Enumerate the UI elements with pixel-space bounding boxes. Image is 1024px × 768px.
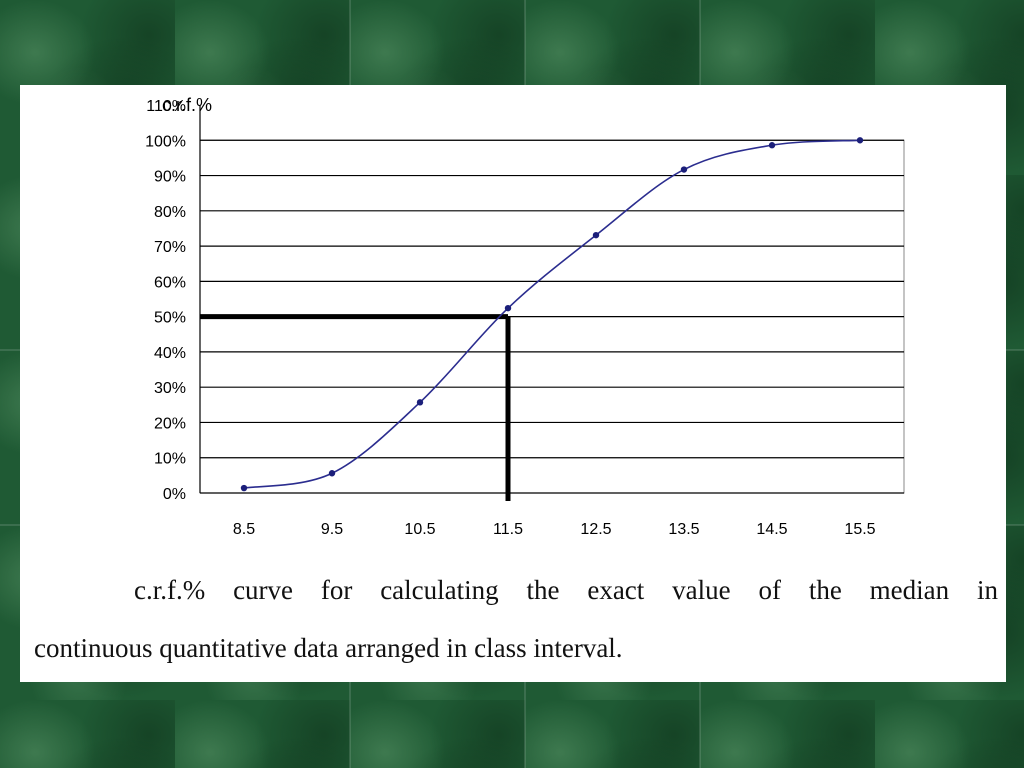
y-tick-label: 90% bbox=[154, 169, 186, 186]
caption-line-2: continuous quantitative data arranged in… bbox=[34, 633, 623, 663]
data-point bbox=[328, 470, 336, 477]
caption-word: for bbox=[320, 575, 353, 605]
y-tick-label: 50% bbox=[154, 310, 186, 327]
y-tick-label: 110% bbox=[146, 98, 186, 115]
y-tick-label: 60% bbox=[154, 274, 186, 291]
caption-word: the bbox=[526, 575, 560, 605]
caption-word: median bbox=[869, 575, 950, 605]
caption: c.r.f.% curve for calculating the exact … bbox=[34, 575, 998, 664]
x-tick-label: 11.5 bbox=[493, 521, 523, 538]
y-tick-label: 80% bbox=[154, 204, 186, 221]
x-tick-label: 8.5 bbox=[233, 521, 255, 538]
y-tick-label: 100% bbox=[145, 133, 186, 150]
caption-word: the bbox=[808, 575, 842, 605]
x-tick-label: 10.5 bbox=[404, 521, 435, 538]
y-tick-label: 30% bbox=[154, 380, 186, 397]
y-tick-label: 20% bbox=[154, 415, 186, 432]
caption-word: of bbox=[758, 575, 781, 605]
data-point bbox=[680, 166, 688, 173]
crf-curve bbox=[243, 139, 861, 489]
y-tick-label: 0% bbox=[163, 486, 186, 503]
x-tick-label: 12.5 bbox=[580, 521, 611, 538]
data-point bbox=[240, 484, 248, 492]
caption-word: c.r.f.% bbox=[134, 575, 206, 605]
data-point bbox=[768, 142, 776, 149]
caption-word: in bbox=[976, 575, 998, 605]
y-axis-title: c.r.f.% bbox=[162, 95, 212, 115]
caption-word: value bbox=[672, 575, 731, 605]
data-point bbox=[592, 231, 600, 239]
cumulative-frequency-chart: 0% 10% 20% 30% 40% 50% 60% 70% 80% 90% 100% 110%c.r… bbox=[145, 95, 905, 538]
caption-word: exact bbox=[587, 575, 645, 605]
data-point bbox=[504, 304, 512, 312]
caption-line-1: c.r.f.% curve for calculating the exact … bbox=[34, 575, 998, 615]
slide-panel: 0% 10% 20% 30% 40% 50% 60% 70% 80% 90% 100% 110% c.r… bbox=[20, 85, 1006, 682]
x-tick-label: 9.5 bbox=[321, 521, 343, 538]
x-tick-label: 14.5 bbox=[756, 521, 787, 538]
y-tick-label: 10% bbox=[154, 451, 186, 468]
caption-word: calculating bbox=[380, 575, 499, 605]
data-point bbox=[856, 137, 864, 144]
y-tick-label: 40% bbox=[154, 345, 186, 362]
y-tick-label: 70% bbox=[154, 239, 186, 256]
caption-word: curve bbox=[233, 575, 294, 605]
x-tick-label: 15.5 bbox=[844, 521, 875, 538]
x-tick-label: 13.5 bbox=[668, 521, 699, 538]
data-point bbox=[416, 399, 424, 406]
